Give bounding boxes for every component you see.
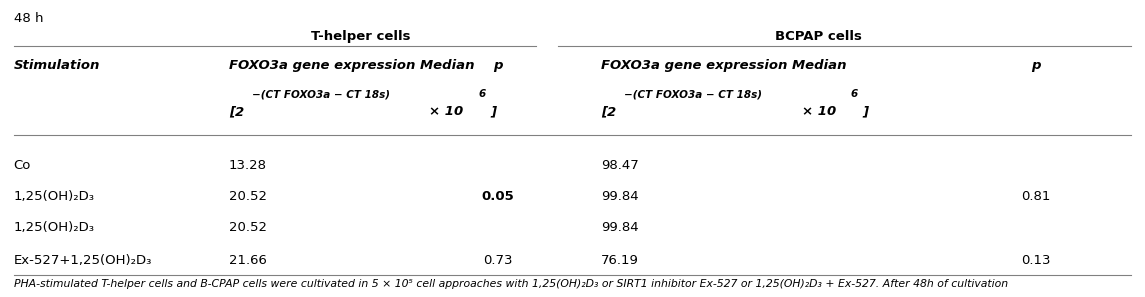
Text: T-helper cells: T-helper cells (311, 30, 410, 43)
Text: 21.66: 21.66 (229, 254, 267, 267)
Text: 0.73: 0.73 (483, 254, 513, 267)
Text: −(CT FOXO3a − CT 18s): −(CT FOXO3a − CT 18s) (624, 89, 763, 99)
Text: 98.47: 98.47 (601, 159, 639, 172)
Text: p: p (493, 59, 503, 72)
Text: × 10: × 10 (802, 105, 836, 119)
Text: 6: 6 (479, 89, 485, 99)
Text: BCPAP cells: BCPAP cells (775, 30, 862, 43)
Text: PHA-stimulated T-helper cells and B-CPAP cells were cultivated in 5 × 10⁵ cell a: PHA-stimulated T-helper cells and B-CPAP… (14, 279, 1008, 289)
Text: FOXO3a gene expression Median: FOXO3a gene expression Median (601, 59, 846, 72)
Text: [2: [2 (601, 105, 616, 119)
Text: 13.28: 13.28 (229, 159, 267, 172)
Text: Ex-527+1,25(OH)₂D₃: Ex-527+1,25(OH)₂D₃ (14, 254, 152, 267)
Text: 0.05: 0.05 (482, 190, 514, 203)
Text: 20.52: 20.52 (229, 221, 267, 234)
Text: 1,25(OH)₂D₃: 1,25(OH)₂D₃ (14, 190, 95, 203)
Text: Co: Co (14, 159, 31, 172)
Text: 76.19: 76.19 (601, 254, 639, 267)
Text: 6: 6 (851, 89, 858, 99)
Text: 0.81: 0.81 (1021, 190, 1051, 203)
Text: −(CT FOXO3a − CT 18s): −(CT FOXO3a − CT 18s) (252, 89, 390, 99)
Text: × 10: × 10 (429, 105, 464, 119)
Text: p: p (1032, 59, 1041, 72)
Text: 99.84: 99.84 (601, 190, 639, 203)
Text: 1,25(OH)₂D₃: 1,25(OH)₂D₃ (14, 221, 95, 234)
Text: FOXO3a gene expression Median: FOXO3a gene expression Median (229, 59, 474, 72)
Text: 0.13: 0.13 (1021, 254, 1051, 267)
Text: [2: [2 (229, 105, 244, 119)
Text: Stimulation: Stimulation (14, 59, 100, 72)
Text: 48 h: 48 h (14, 12, 44, 25)
Text: ]: ] (490, 105, 496, 119)
Text: 99.84: 99.84 (601, 221, 639, 234)
Text: 20.52: 20.52 (229, 190, 267, 203)
Text: ]: ] (862, 105, 868, 119)
